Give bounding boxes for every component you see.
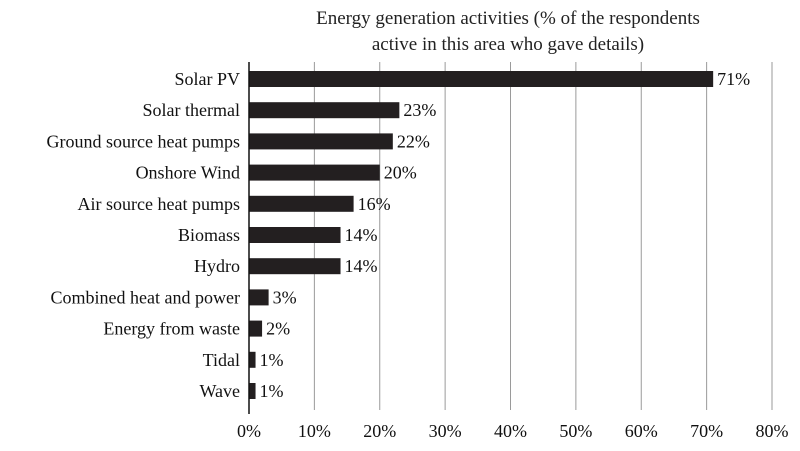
x-tick-label: 10% (298, 421, 331, 441)
gridlines (313, 62, 773, 410)
category-label: Ground source heat pumps (47, 131, 240, 151)
bar (249, 289, 269, 306)
bar (249, 71, 714, 87)
x-tick-label: 40% (494, 421, 527, 441)
category-label: Energy from waste (103, 319, 240, 339)
data-label: 1% (260, 381, 284, 401)
category-label: Combined heat and power (51, 287, 240, 307)
bar (249, 383, 256, 399)
chart-title-line-2: active in this area who gave details) (372, 34, 644, 55)
data-label: 2% (266, 319, 290, 339)
bar (249, 227, 341, 243)
value-labels: 71% 23% 22% 20% 16% 14% 14% 3% 2% 1% 1% (260, 69, 751, 401)
data-label: 14% (345, 256, 378, 276)
category-label: Onshore Wind (136, 163, 240, 183)
category-label: Solar thermal (143, 100, 240, 120)
bar (249, 351, 256, 368)
category-labels: Solar PV Solar thermal Ground source heat … (47, 69, 240, 401)
category-label: Biomass (178, 225, 240, 245)
data-label: 3% (273, 287, 297, 307)
data-label: 22% (397, 131, 430, 151)
x-tick-label: 80% (756, 421, 789, 441)
bar (249, 258, 341, 275)
data-label: 71% (717, 69, 750, 89)
bar (249, 102, 400, 119)
bars (249, 71, 714, 399)
chart-title-line-1: Energy generation activities (% of the r… (316, 8, 700, 29)
data-label: 20% (384, 163, 417, 183)
bar (249, 164, 380, 181)
x-axis-ticks: 0% 10% 20% 30% 40% 50% 60% 70% 80% (237, 421, 789, 441)
bar (249, 320, 263, 337)
x-tick-label: 50% (559, 421, 592, 441)
data-label: 1% (260, 350, 284, 370)
data-label: 23% (403, 100, 436, 120)
data-label: 16% (358, 194, 391, 214)
bar (249, 195, 354, 212)
data-label: 14% (345, 225, 378, 245)
category-label: Air source heat pumps (78, 194, 240, 214)
x-tick-label: 30% (429, 421, 462, 441)
category-label: Tidal (203, 350, 240, 370)
x-tick-label: 0% (237, 421, 261, 441)
category-label: Wave (199, 381, 240, 401)
x-tick-label: 60% (625, 421, 658, 441)
x-tick-label: 70% (690, 421, 723, 441)
category-label: Hydro (194, 256, 240, 276)
category-label: Solar PV (174, 69, 240, 89)
bar (249, 133, 393, 150)
x-tick-label: 20% (363, 421, 396, 441)
